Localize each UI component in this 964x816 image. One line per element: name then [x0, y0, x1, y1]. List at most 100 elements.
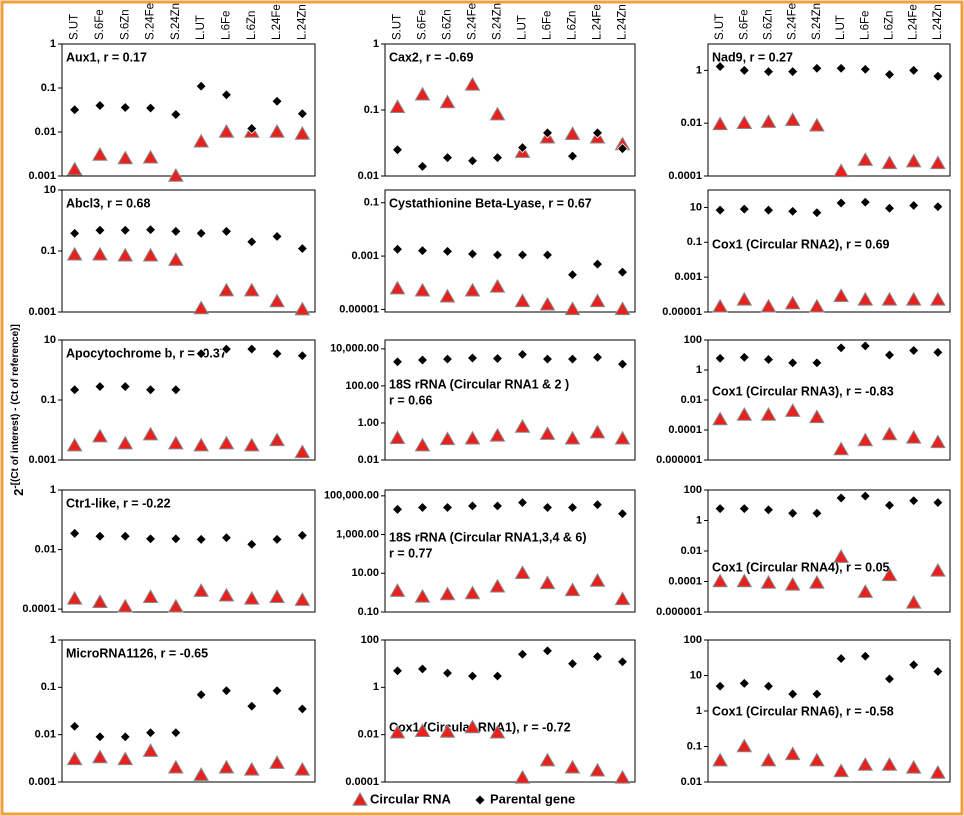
parental-gene-marker	[296, 243, 308, 255]
panel-frame	[61, 489, 316, 613]
circular-rna-marker	[243, 761, 260, 776]
circular-rna-marker	[414, 588, 431, 603]
panel-frame	[384, 639, 636, 783]
parental-gene-marker	[246, 343, 258, 355]
circular-rna-marker	[66, 246, 83, 261]
y-tick-label: 0.01	[35, 126, 56, 138]
parental-gene-marker	[908, 659, 920, 671]
panel-title: 18S rRNA (Circular RNA1,3,4 & 6)	[389, 530, 587, 544]
y-tick-label: 1	[696, 514, 702, 526]
y-tick-label: 1	[696, 64, 702, 76]
circular-rna-marker	[589, 572, 606, 587]
category-label: L.6Zn	[246, 11, 258, 40]
parental-gene-marker	[391, 144, 404, 156]
circular-rna-marker	[881, 757, 898, 771]
y-tick-label: 0.01	[681, 776, 702, 788]
category-label: S.6Zn	[763, 9, 775, 40]
circular-rna-marker	[833, 763, 849, 778]
circular-rna-marker	[489, 578, 506, 593]
circular-rna-marker	[389, 99, 406, 114]
circular-rna-marker	[414, 723, 431, 737]
category-label: L.UT	[835, 15, 847, 40]
circular-rna-marker	[881, 426, 898, 441]
circular-rna-marker	[833, 549, 849, 563]
circular-rna-marker	[614, 769, 631, 784]
panel-frame	[384, 339, 636, 461]
y-tick-label: 0.01	[358, 729, 379, 741]
parental-gene-marker	[144, 384, 157, 396]
panel-title: MicroRNA1126, r = -0.65	[66, 646, 208, 660]
parental-gene-marker	[119, 530, 131, 542]
y-tick-label: 0.1	[687, 740, 702, 752]
circular-rna-marker	[167, 167, 184, 182]
parental-gene-marker	[738, 64, 750, 76]
y-tick-label: 0.0001	[22, 603, 56, 615]
panel-title: Cox1 (Circular RNA3), r = -0.83	[712, 384, 894, 398]
y-tick-label: 0.1	[41, 245, 56, 257]
category-label: L.UT	[517, 15, 529, 40]
y-tick-label: 10.00	[351, 567, 379, 579]
parental-gene-marker	[516, 141, 529, 154]
y-tick-label: 1	[373, 38, 379, 50]
panel-frame	[61, 639, 316, 783]
category-label: S.24Fe	[467, 3, 479, 40]
y-tick-label: 10	[44, 334, 56, 346]
circular-rna-marker	[193, 437, 210, 452]
panel-title: Abcl3, r = 0.68	[66, 196, 150, 210]
parental-gene-marker	[883, 499, 896, 511]
circular-rna-marker	[905, 291, 922, 306]
y-tick-label: 1	[50, 38, 56, 50]
category-label: S.24Zn	[492, 3, 504, 40]
circular-rna-marker	[117, 150, 134, 165]
circular-rna-marker	[589, 762, 606, 777]
circular-rna-marker	[294, 126, 311, 140]
parental-gene-marker	[738, 203, 750, 215]
circular-rna-marker	[930, 562, 946, 577]
parental-gene-marker	[195, 227, 207, 239]
parental-gene-marker	[144, 102, 157, 114]
category-label: S.6Fe	[417, 9, 429, 40]
circular-rna-marker	[92, 428, 108, 443]
y-tick-label: 0.0001	[668, 170, 702, 182]
circular-rna-marker	[930, 434, 946, 449]
parental-gene-marker	[119, 224, 131, 236]
y-tick-label: 0.001	[28, 170, 56, 182]
y-tick-label: 0.1	[364, 104, 379, 116]
circular-rna-marker	[66, 161, 83, 176]
circular-rna-marker	[736, 738, 753, 753]
parental-gene-marker	[616, 508, 629, 520]
parental-gene-marker	[491, 249, 504, 261]
circular-rna-marker	[809, 752, 825, 767]
y-label-base: 2	[11, 489, 26, 496]
panel-title: Cox1 (Circular RNA2), r = 0.69	[712, 237, 890, 251]
circular-rna-marker	[539, 575, 556, 590]
circular-rna-marker	[294, 301, 311, 316]
circular-rna-marker	[736, 573, 753, 588]
panel-frame	[707, 43, 951, 177]
circular-rna-marker	[589, 424, 606, 439]
circular-rna-marker	[564, 301, 581, 316]
circular-rna-marker	[167, 435, 184, 450]
parental-gene-marker	[144, 727, 157, 739]
parental-gene-marker	[416, 245, 429, 257]
parental-gene-marker	[762, 353, 775, 366]
circular-rna-marker	[294, 592, 311, 606]
y-tick-label: 10,000.00	[330, 343, 379, 355]
circular-rna-marker	[539, 752, 556, 767]
parental-gene-marker	[296, 108, 308, 120]
circular-rna-marker	[389, 724, 406, 739]
y-tick-label: 0.10	[358, 606, 379, 618]
panel-title: Cox1 (Circular RNA4), r = 0.05	[712, 560, 890, 574]
circular-rna-marker	[439, 723, 456, 738]
circular-rna-marker	[833, 441, 849, 456]
parental-gene-marker	[94, 381, 106, 393]
circular-rna-marker	[92, 246, 108, 261]
y-tick-label: 0.1	[41, 681, 56, 693]
parental-gene-marker	[714, 352, 726, 364]
circular-rna-marker	[809, 574, 825, 589]
parental-gene-marker	[738, 677, 750, 689]
parental-gene-marker	[170, 727, 182, 739]
parental-gene-marker	[908, 199, 920, 212]
parental-gene-marker	[859, 340, 871, 352]
parental-gene-marker	[616, 266, 629, 278]
